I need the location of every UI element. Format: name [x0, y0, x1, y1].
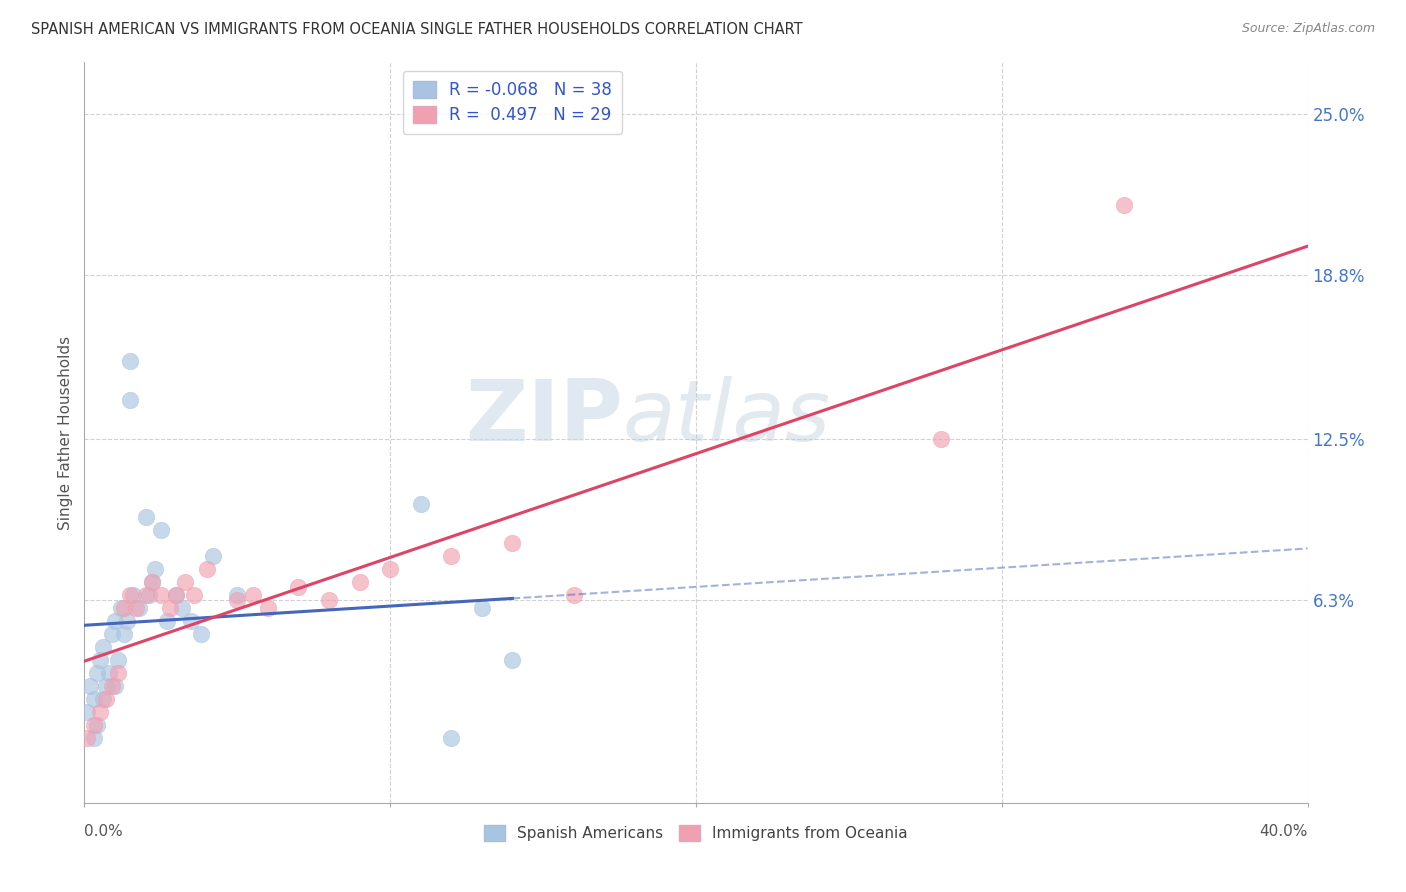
Point	[380, 562, 402, 576]
Point	[112, 627, 135, 641]
Point	[135, 510, 157, 524]
Point	[76, 705, 98, 719]
Text: 0.0%: 0.0%	[84, 823, 124, 838]
Point	[349, 574, 371, 589]
Text: atlas: atlas	[623, 376, 831, 459]
Text: SPANISH AMERICAN VS IMMIGRANTS FROM OCEANIA SINGLE FATHER HOUSEHOLDS CORRELATION: SPANISH AMERICAN VS IMMIGRANTS FROM OCEA…	[31, 22, 803, 37]
Point	[110, 601, 132, 615]
Point	[94, 692, 117, 706]
Legend: Spanish Americans, Immigrants from Oceania: Spanish Americans, Immigrants from Ocean…	[478, 819, 914, 847]
Point	[94, 679, 117, 693]
Point	[183, 588, 205, 602]
Point	[287, 580, 309, 594]
Point	[257, 601, 280, 615]
Text: 40.0%: 40.0%	[1260, 823, 1308, 838]
Point	[86, 718, 108, 732]
Point	[562, 588, 585, 602]
Point	[120, 354, 142, 368]
Point	[89, 705, 111, 719]
Point	[172, 601, 194, 615]
Point	[120, 393, 142, 408]
Text: Source: ZipAtlas.com: Source: ZipAtlas.com	[1241, 22, 1375, 36]
Point	[226, 588, 249, 602]
Point	[115, 614, 138, 628]
Point	[242, 588, 264, 602]
Point	[180, 614, 202, 628]
Point	[165, 588, 187, 602]
Point	[195, 562, 218, 576]
Point	[101, 679, 124, 693]
Point	[120, 588, 142, 602]
Point	[112, 601, 135, 615]
Point	[89, 653, 111, 667]
Point	[97, 665, 120, 680]
Point	[122, 588, 145, 602]
Point	[440, 549, 463, 563]
Text: ZIP: ZIP	[465, 376, 623, 459]
Point	[159, 601, 181, 615]
Point	[86, 665, 108, 680]
Point	[107, 665, 129, 680]
Point	[149, 523, 172, 537]
Point	[471, 601, 494, 615]
Point	[91, 692, 114, 706]
Point	[138, 588, 160, 602]
Point	[502, 536, 524, 550]
Point	[143, 562, 166, 576]
Point	[125, 601, 148, 615]
Point	[83, 718, 105, 732]
Point	[104, 614, 127, 628]
Point	[440, 731, 463, 745]
Point	[135, 588, 157, 602]
Point	[502, 653, 524, 667]
Point	[101, 627, 124, 641]
Point	[409, 497, 432, 511]
Point	[76, 731, 98, 745]
Point	[107, 653, 129, 667]
Point	[91, 640, 114, 654]
Point	[83, 692, 105, 706]
Point	[318, 593, 340, 607]
Point	[174, 574, 197, 589]
Point	[165, 588, 187, 602]
Point	[104, 679, 127, 693]
Point	[149, 588, 172, 602]
Point	[929, 432, 952, 446]
Point	[141, 574, 163, 589]
Y-axis label: Single Father Households: Single Father Households	[58, 335, 73, 530]
Point	[226, 593, 249, 607]
Point	[190, 627, 212, 641]
Point	[79, 679, 101, 693]
Point	[128, 601, 150, 615]
Point	[141, 574, 163, 589]
Point	[1114, 198, 1136, 212]
Point	[83, 731, 105, 745]
Point	[201, 549, 224, 563]
Point	[156, 614, 179, 628]
